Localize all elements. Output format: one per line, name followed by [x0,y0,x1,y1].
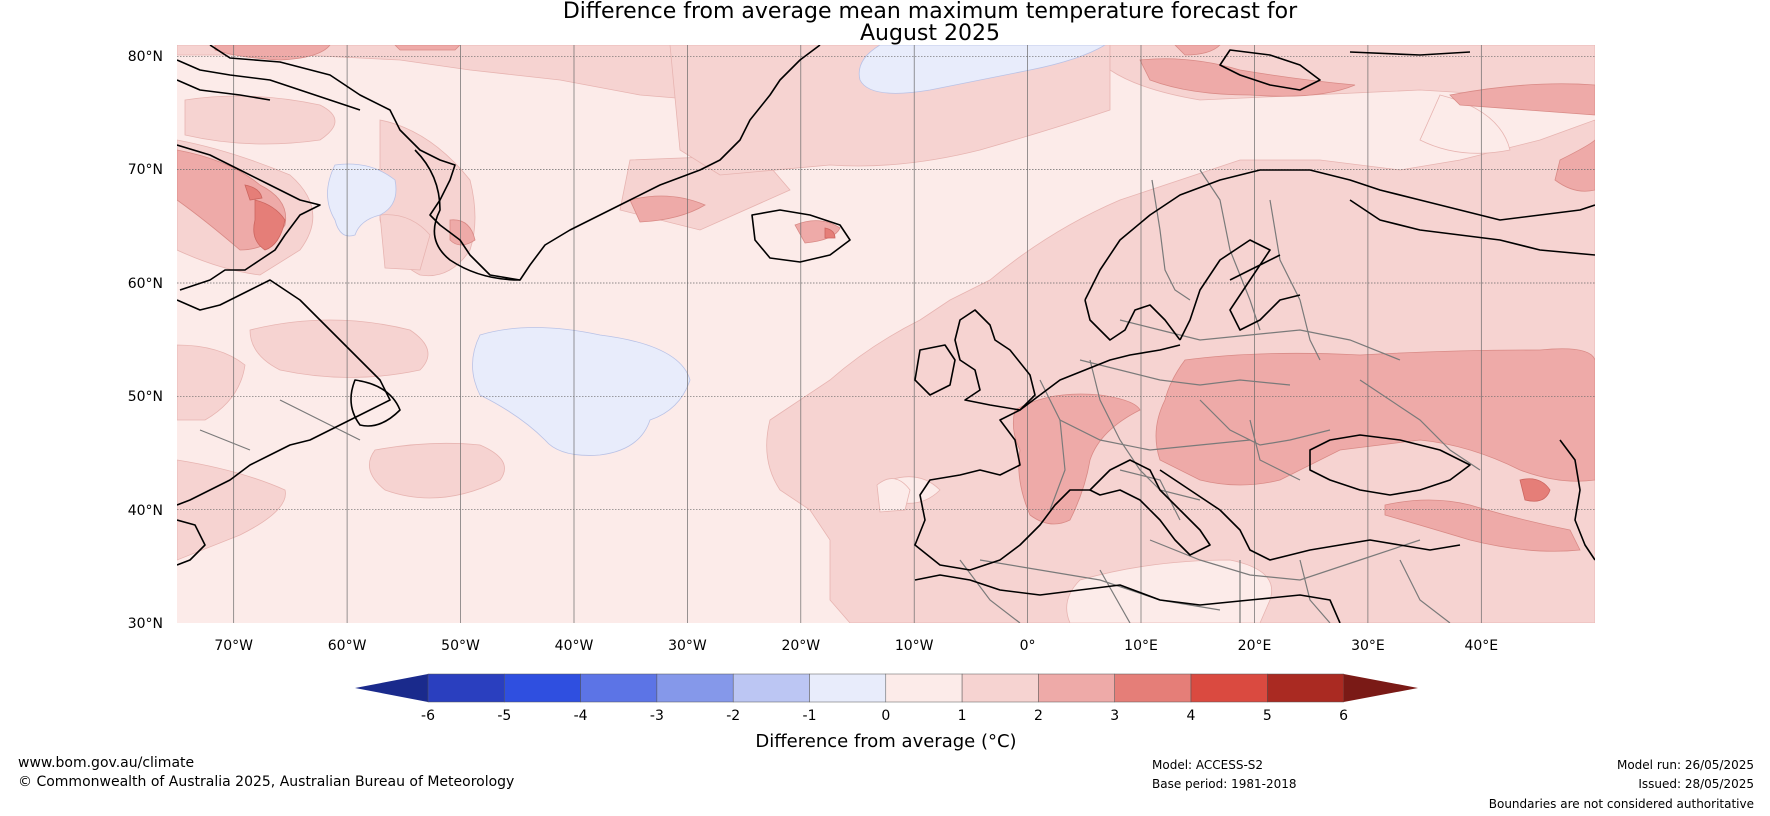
lon-tick-0: 0° [1020,638,1036,654]
boundaries-disclaimer: Boundaries are not considered authoritat… [1488,797,1754,811]
colorbar: -6 -5 -4 -3 -2 -1 0 1 2 3 4 5 6 Differen… [355,673,1418,752]
coast-italy [1089,459,1211,556]
colorbar-tick-label: -3 [650,708,664,724]
colorbar-bin-1 [504,673,581,703]
coast-baffin [177,144,321,291]
lon-tick-60w: 60°W [328,638,367,654]
issued-date: Issued: 28/05/2025 [1638,777,1754,791]
coast-norway [1084,169,1595,301]
colorbar-tick-label: -4 [574,708,588,724]
lon-tick-40w: 40°W [555,638,594,654]
lat-tick-50: 50°N [128,389,163,405]
coast-greenland [209,45,821,281]
coast-caspian [1559,439,1595,561]
latitude-tick-labels: 80°N 70°N 60°N 50°N 40°N 30°N [128,49,163,632]
colorbar-bin-5 [809,673,887,703]
colorbar-bin-3 [656,673,734,703]
website-link[interactable]: www.bom.gov.au/climate [18,755,195,771]
colorbar-bin-8 [1038,673,1115,703]
lat-tick-40: 40°N [128,503,163,519]
lon-tick-40e: 40°E [1464,638,1498,654]
anomaly-3-4-spots [244,184,1551,502]
colorbar-tick-labels: -6 -5 -4 -3 -2 -1 0 1 2 3 4 5 6 [421,708,1348,724]
coast-newfoundland [350,379,401,427]
colorbar-tick-label: 1 [958,708,967,724]
base-period: Base period: 1981-2018 [1152,777,1297,791]
map-title-date: August 2025 [860,21,1000,46]
colorbar-tick-label: 3 [1110,708,1119,724]
copyright-text: © Commonwealth of Australia 2025, Austra… [18,774,515,790]
lon-tick-20e: 20°E [1238,638,1272,654]
map-area [177,45,1595,623]
colorbar-tick-label: -2 [726,708,740,724]
coast-labrador [177,279,391,506]
coastlines [177,45,1595,623]
lat-tick-70: 70°N [128,162,163,178]
colorbar-bin-9 [1114,673,1192,703]
lon-tick-20w: 20°W [781,638,820,654]
model-run-date: Model run: 26/05/2025 [1616,758,1754,772]
lon-tick-50w: 50°W [441,638,480,654]
lon-tick-70w: 70°W [214,638,253,654]
colorbar-tick-label: 5 [1263,708,1272,724]
lon-tick-10w: 10°W [895,638,934,654]
coast-svalbard [1219,49,1321,91]
model-name: Model: ACCESS-S2 [1152,758,1264,772]
lon-tick-30w: 30°W [668,638,707,654]
colorbar-tick-label: 6 [1339,708,1348,724]
map-title: Difference from average mean maximum tem… [562,0,1298,24]
anomaly-cool-zones [327,45,1106,456]
colorbar-bin-0 [427,673,505,703]
colorbar-bin-2 [580,673,658,703]
colorbar-tick-label: -1 [803,708,817,724]
coast-black-sea [1309,434,1471,496]
coast-balkans [1159,469,1461,561]
colorbar-label: Difference from average (°C) [755,731,1016,752]
coast-europe [1039,344,1181,396]
colorbar-extend-low [355,674,428,702]
lat-tick-80: 80°N [128,49,163,65]
colorbar-bin-11 [1267,673,1344,703]
coast-france-iberia [914,394,1090,571]
colorbar-tick-label: 0 [881,708,890,724]
colorbar-bin-10 [1190,673,1268,703]
colorbar-tick-label: -5 [497,708,511,724]
lon-tick-10e: 10°E [1124,638,1158,654]
lat-tick-30: 30°N [128,616,163,632]
coast-north-africa [914,574,1341,623]
colorbar-tick-label: 2 [1034,708,1043,724]
colorbar-tick-label: 4 [1187,708,1196,724]
lat-tick-60: 60°N [128,276,163,292]
lon-tick-30e: 30°E [1351,638,1385,654]
longitude-tick-labels: 70°W 60°W 50°W 40°W 30°W 20°W 10°W 0° 10… [214,638,1498,654]
colorbar-bin-6 [885,673,963,703]
graticule [177,45,1595,623]
colorbar-bin-7 [961,673,1039,703]
coast-ireland [914,344,956,396]
colorbar-bin-4 [732,673,810,703]
coast-iceland [751,209,851,263]
colorbar-tick-label: -6 [421,708,435,724]
country-borders [199,169,1481,623]
colorbar-extend-high [1343,674,1418,702]
